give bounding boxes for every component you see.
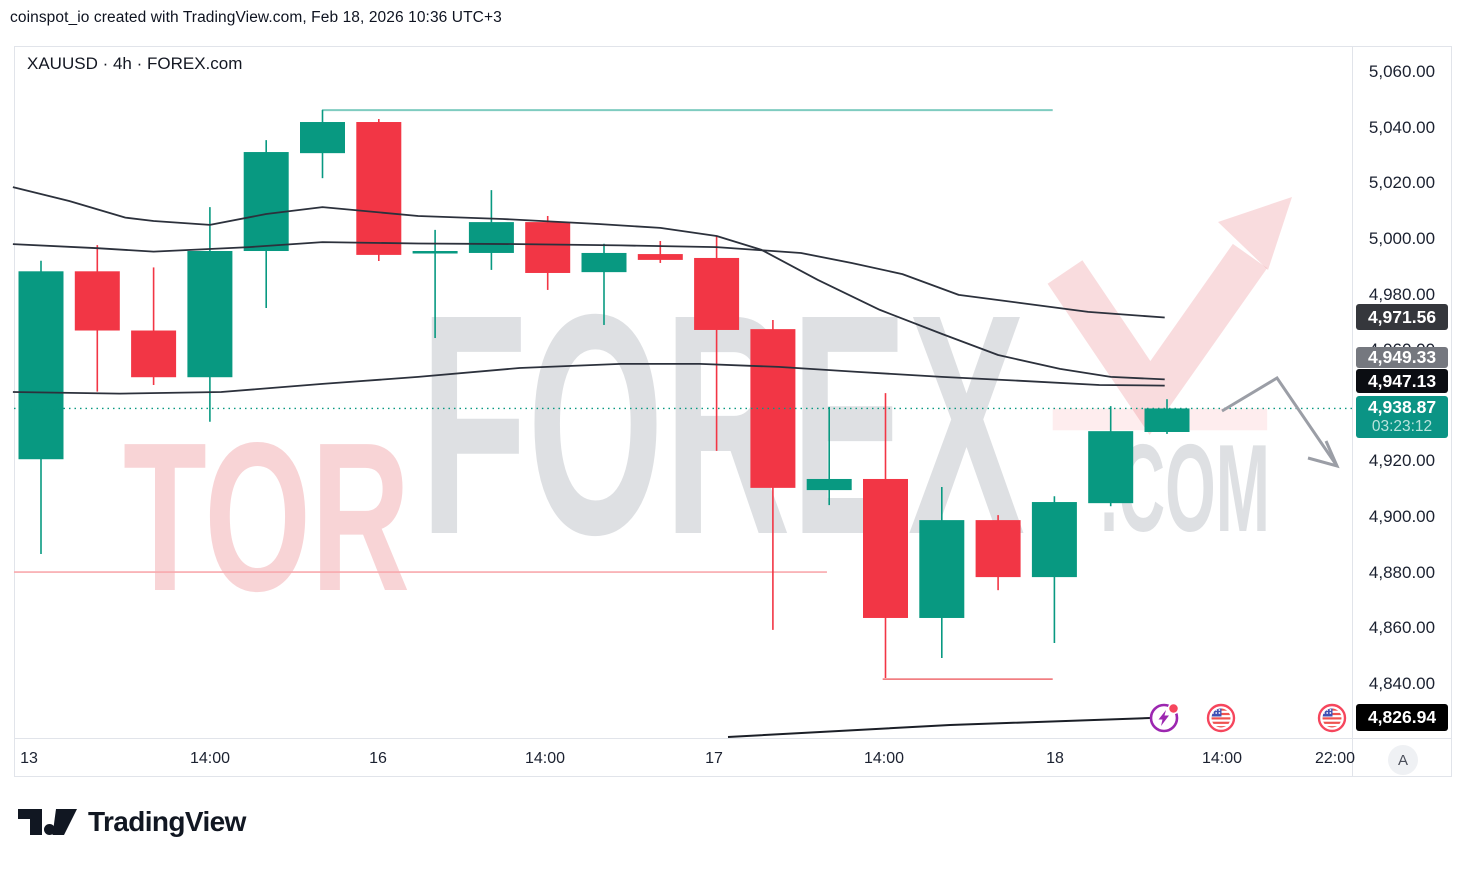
price-tick-label: 4,920.00 [1368,451,1436,471]
candle-body [412,251,458,254]
time-tick-label: 14:00 [1201,750,1243,767]
candle-body [1144,408,1190,432]
candle[interactable] [919,487,965,659]
candle[interactable] [412,229,458,339]
candle[interactable] [581,243,627,325]
us-flag-glyph [1322,708,1342,728]
trendline[interactable] [727,717,1151,738]
candle[interactable] [243,140,289,308]
candle-body [468,222,514,253]
forecast-arrowhead [1307,440,1340,469]
candle-body [187,251,233,378]
price-tick-label: 5,040.00 [1368,117,1436,137]
candle-body [975,520,1021,578]
candle[interactable] [131,267,177,386]
time-tick-label: 14:00 [863,750,905,767]
chart-frame [14,46,1452,777]
watermark-arrow [1047,243,1268,435]
candle[interactable] [525,215,571,290]
candle-body [525,222,571,273]
us-flag-glyph [1211,708,1231,728]
attribution-text: coinspot_io created with TradingView.com… [10,9,502,26]
price-axis-separator [1352,46,1353,777]
candle[interactable] [863,393,908,679]
price-tick-label: 4,900.00 [1368,507,1436,526]
candle[interactable] [637,241,683,263]
bar-countdown: 03:23:12 [1371,418,1433,436]
ma-mid-line[interactable] [12,241,1165,319]
watermark-text-tor: TOR [123,398,410,635]
lightning-glyph [1158,710,1169,726]
candle[interactable] [975,515,1021,591]
drawing-value-badge: 4,826.94 [1356,704,1448,731]
price-tick-label: 4,880.00 [1368,562,1436,582]
candle[interactable] [18,260,64,555]
time-tick-label: 14:00 [524,750,566,767]
tradingview-logo-text: TradingView [88,806,246,837]
candle[interactable] [468,190,514,270]
candle-body [1031,502,1077,578]
candle-body [637,254,683,260]
candle-body [74,271,120,331]
time-tick-label: 18 [1046,750,1064,767]
us-flag-event-icon[interactable] [1317,703,1347,733]
price-tick-label: 5,060.00 [1368,62,1436,82]
candle[interactable] [356,118,402,262]
watermark-arrowhead [1218,197,1292,270]
candle[interactable] [694,235,740,451]
price-tick-label: 5,020.00 [1368,173,1436,193]
candle[interactable] [300,110,345,179]
auto-scale-button[interactable]: A [1388,745,1418,775]
candle[interactable] [187,207,233,422]
tradingview-logo-icon [18,809,77,835]
candle-body [18,271,64,460]
candle-body [300,122,345,154]
time-tick-label: 17 [705,750,723,767]
candle-body [1088,431,1134,504]
candle-body [806,478,852,491]
price-tick-label: 4,980.00 [1368,284,1436,304]
chart-plot-area[interactable]: TOR FOREX .COM [0,0,1467,800]
ma-value-badge: 4,949.33 [1356,347,1448,368]
forecast-arrow[interactable] [1221,375,1339,467]
time-tick-label: 22:00 [1314,750,1356,767]
time-tick-label: 14:00 [189,750,231,767]
time-axis-separator [14,738,1452,739]
candle-body [243,152,289,252]
ma-value-badge: 4,971.56 [1356,304,1448,330]
candle-body [581,252,627,273]
alert-dot [1167,702,1180,715]
economic-event-lightning-icon[interactable] [1149,702,1180,733]
candle-body [863,478,908,618]
price-tick-label: 4,840.00 [1368,673,1436,693]
time-tick-label: 16 [369,750,387,767]
ma-slow-line[interactable] [12,363,1165,395]
candle[interactable] [1031,496,1077,643]
candle-body [919,520,965,618]
candle[interactable] [1088,406,1134,507]
candle[interactable] [74,245,120,392]
candle[interactable] [806,406,852,506]
tradingview-logo[interactable]: TradingView [18,806,246,838]
ma-value-badge: 4,947.13 [1356,369,1448,393]
candle-body [131,330,177,378]
price-tick-label: 5,000.00 [1368,229,1436,248]
time-tick-label: 13 [20,750,38,767]
us-flag-event-icon[interactable] [1206,703,1236,733]
candle-body [694,257,740,330]
price-tick-label: 4,860.00 [1368,618,1436,638]
ma-fast-line[interactable] [12,186,1165,381]
candle[interactable] [1144,399,1190,434]
last-price-value: 4,938.87 [1367,397,1437,418]
last-price-badge: 4,938.87 03:23:12 [1356,396,1448,438]
candle-body [356,122,402,255]
symbol-title[interactable]: XAUUSD · 4h · FOREX.com [27,54,243,73]
